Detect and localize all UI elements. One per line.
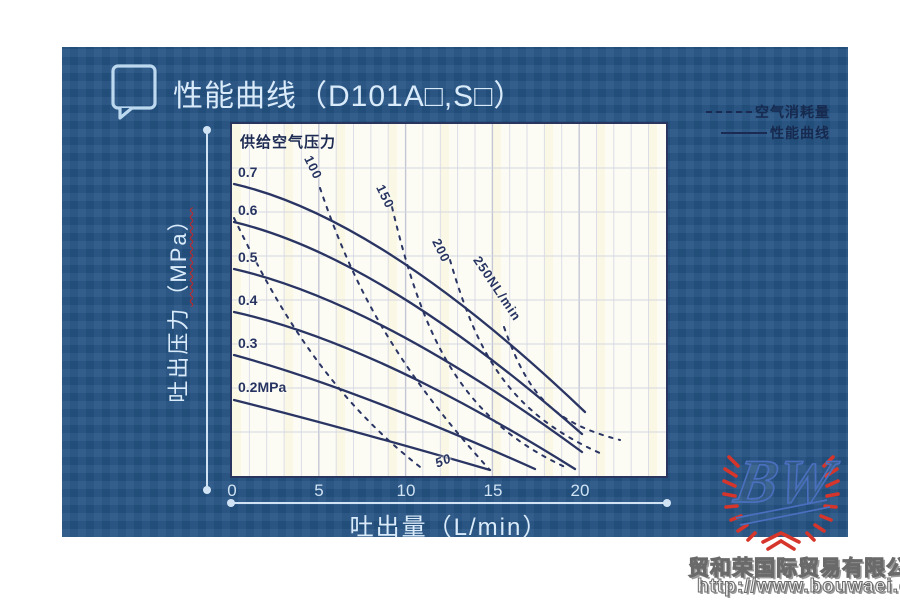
supply-pressure-annotation: 供给空气压力 [240, 134, 337, 151]
legend-label: 性能曲线 [770, 124, 830, 141]
chart-canvas [232, 124, 666, 476]
dashed-line-icon [706, 110, 752, 113]
bw-logo: BW [706, 442, 856, 559]
x-tick-20: 20 [570, 481, 590, 500]
performance-curve-0_6 [232, 220, 584, 436]
y-axis-label-text: 吐出压力 [166, 306, 191, 403]
laurel-wreath-icon [722, 455, 840, 551]
y-axis-bottom-dot [203, 486, 211, 494]
x-tick-10: 10 [396, 481, 416, 500]
legend-item-air: 空气消耗量 [678, 101, 830, 122]
page-title: 性能曲线（D101A□,S□） [173, 80, 525, 113]
solid-line-icon [721, 131, 767, 134]
bw-monogram-icon: BW [728, 446, 844, 526]
performance-curve-0_4 [232, 310, 577, 471]
air-curve-150 [391, 206, 566, 468]
performance-curves [232, 182, 587, 472]
performance-curve-0_7 [232, 182, 587, 414]
x-tick-0: 0 [227, 481, 237, 500]
x-tick-15: 15 [483, 481, 503, 500]
performance-curve-0_5 [232, 267, 584, 454]
pressure-label-0_2: 0.2MPa [238, 379, 287, 395]
x-tick-5: 5 [314, 481, 324, 500]
speech-bubble-icon [110, 63, 160, 126]
y-axis-unit: （MPa） [166, 207, 191, 307]
y-axis-top-dot [203, 126, 211, 134]
air-curve-200 [449, 259, 603, 455]
x-axis-right-dot [663, 499, 671, 507]
chart-legend: 空气消耗量 性能曲线 [678, 101, 830, 143]
company-name: 贸和荣国际贸易有限公司 [688, 557, 900, 581]
pressure-label-0_4: 0.4 [238, 292, 258, 308]
legend-label: 空气消耗量 [755, 103, 830, 120]
pressure-label-0_6: 0.6 [238, 202, 258, 218]
air-curve-250 [503, 326, 621, 441]
pressure-label-0_5: 0.5 [238, 249, 258, 265]
pressure-label-0_3: 0.3 [238, 335, 258, 351]
legend-item-performance: 性能曲线 [678, 122, 830, 143]
x-axis-line [231, 502, 667, 504]
y-axis-label: 吐出压力（MPa） [161, 205, 193, 405]
svg-text:BW: BW [729, 446, 843, 515]
x-axis-left-dot [227, 499, 235, 507]
performance-chart: 供给空气压力 0.7 0.6 0.5 0.4 0.3 0.2MPa 100 15… [230, 122, 668, 478]
horizontal-gridlines [232, 167, 666, 433]
x-axis-label: 吐出量（L/min） [349, 514, 549, 541]
website-url: http://www.bouwaei.com [696, 576, 900, 598]
pressure-label-0_7: 0.7 [238, 164, 258, 180]
performance-curve-0_2 [232, 398, 492, 472]
air-curve-100 [319, 187, 490, 470]
air-consumption-curves [233, 187, 621, 471]
y-axis-line [206, 131, 208, 489]
air-curve-50 [233, 217, 425, 471]
performance-curve-0_3 [232, 353, 537, 471]
